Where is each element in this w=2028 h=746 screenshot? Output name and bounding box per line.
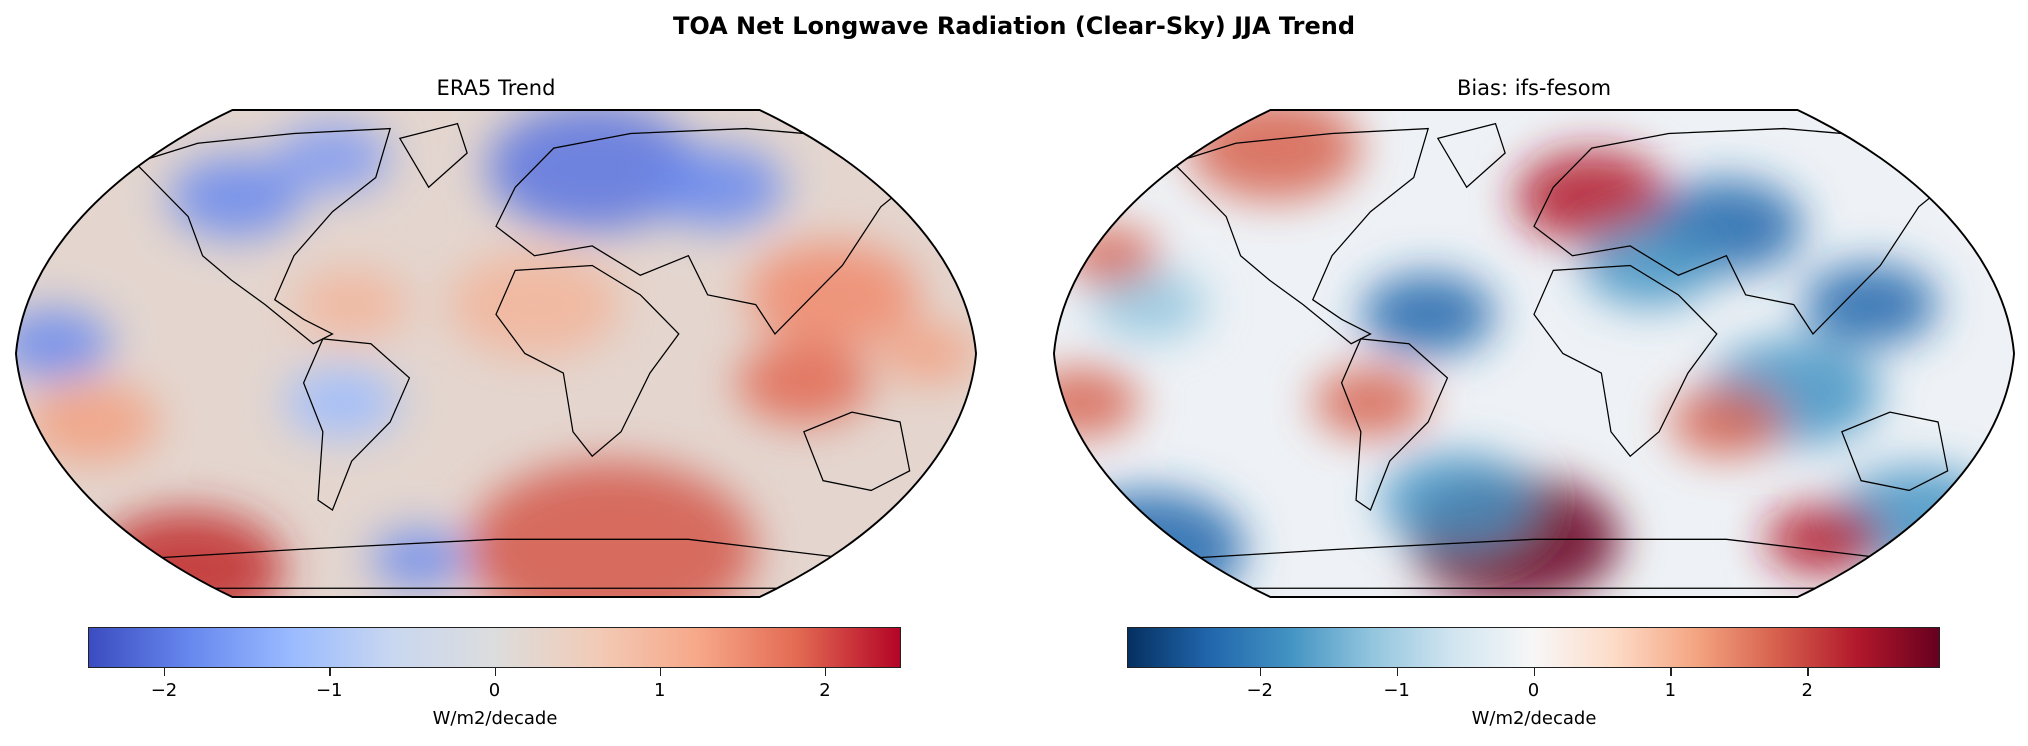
heatmap-anomaly xyxy=(1582,224,1717,307)
coastline xyxy=(134,127,392,345)
colorbar-tick xyxy=(164,668,166,676)
bias-panel-title: Bias: ifs-fesom xyxy=(1456,76,1612,100)
heatmap-anomaly xyxy=(293,269,410,340)
heatmap-anomaly xyxy=(1764,504,1881,575)
heatmap-anomaly xyxy=(284,367,400,438)
colorbar-tick xyxy=(824,668,827,676)
map-boundary xyxy=(1053,109,2015,598)
heatmap-anomaly xyxy=(486,109,699,233)
coastline xyxy=(495,127,931,335)
colorbar-tick xyxy=(1533,668,1535,676)
heatmap-anomaly xyxy=(1668,386,1785,458)
heatmap-anomaly xyxy=(91,509,285,598)
heatmap-field xyxy=(1053,109,2015,598)
era5-panel-title: ERA5 Trend xyxy=(436,76,556,100)
coastline xyxy=(1340,338,1449,511)
colorbar-tick-label: 0 xyxy=(1527,680,1540,701)
map-boundary xyxy=(15,109,977,598)
coastline xyxy=(302,338,411,511)
bias-colorbar xyxy=(1127,627,1940,668)
colorbar-tick-label: 1 xyxy=(654,680,666,701)
coastline xyxy=(1841,411,1949,492)
coastline xyxy=(1533,264,1718,458)
era5-colorbar xyxy=(88,627,901,668)
colorbar-tick xyxy=(494,668,496,676)
colorbar-tick-label: −2 xyxy=(150,680,178,701)
heatmap-anomaly xyxy=(1053,367,1140,438)
coastline xyxy=(1172,127,1430,345)
heatmap-anomaly xyxy=(736,341,872,424)
heatmap-anomaly xyxy=(1091,269,1207,340)
coastline xyxy=(495,264,680,458)
heatmap-anomaly xyxy=(1380,453,1534,548)
heatmap-anomaly xyxy=(370,529,468,589)
heatmap-anomaly xyxy=(467,461,756,598)
heatmap-anomaly xyxy=(1360,273,1496,356)
heatmap-anomaly xyxy=(15,308,112,379)
colorbar-tick-label: 1 xyxy=(1664,680,1677,701)
heatmap-anomaly xyxy=(746,242,920,348)
coastline xyxy=(803,411,911,492)
colorbar-tick-label: 2 xyxy=(819,680,831,701)
heatmap-anomaly xyxy=(447,251,622,358)
heatmap-field xyxy=(15,109,977,598)
bias-map xyxy=(1053,109,2015,598)
colorbar-tick-label: 2 xyxy=(1801,680,1813,701)
heatmap-anomaly xyxy=(168,155,304,239)
coastline xyxy=(1533,127,1969,335)
bias-colorbar-label: W/m2/decade xyxy=(1471,708,1597,729)
colorbar-tick xyxy=(1396,668,1398,676)
era5-colorbar-label: W/m2/decade xyxy=(432,708,558,729)
colorbar-tick xyxy=(659,668,662,676)
coastline xyxy=(1436,122,1506,189)
heatmap-anomaly xyxy=(880,324,977,383)
heatmap-anomaly xyxy=(274,122,391,194)
heatmap-anomaly xyxy=(1514,150,1669,244)
coastline xyxy=(398,122,468,189)
colorbar-tick-label: −1 xyxy=(1383,680,1410,701)
coastline xyxy=(138,538,854,589)
era5-trend-map xyxy=(15,109,977,598)
heatmap-anomaly xyxy=(1803,263,1939,346)
colorbar-tick-label: −1 xyxy=(315,680,343,701)
heatmap-anomaly xyxy=(649,146,785,229)
colorbar-tick xyxy=(1670,668,1672,676)
colorbar-tick-label: −2 xyxy=(1246,680,1274,701)
colorbar-tick xyxy=(329,668,331,676)
heatmap-anomaly xyxy=(24,380,160,464)
heatmap-anomaly xyxy=(1312,367,1429,438)
colorbar-tick xyxy=(1259,668,1262,676)
colorbar-tick xyxy=(1807,668,1809,676)
colorbar-tick-label: 0 xyxy=(488,680,501,701)
figure-title: TOA Net Longwave Radiation (Clear-Sky) J… xyxy=(672,12,1356,40)
coastline xyxy=(1176,538,1892,589)
